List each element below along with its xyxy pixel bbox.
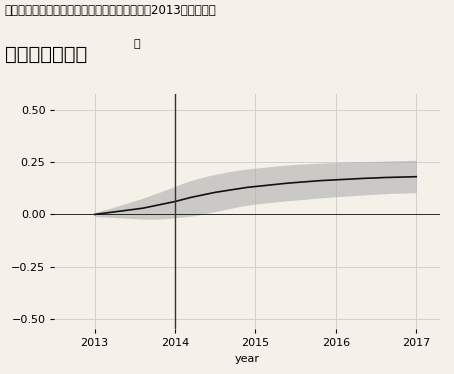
Text: 全てのサンプル: 全てのサンプル: [5, 45, 87, 64]
Text: 図１：政策変更による障がい者雇用率の増減（2013年を基準）: 図１：政策変更による障がい者雇用率の増減（2013年を基準）: [5, 4, 216, 17]
Text: 注: 注: [134, 39, 141, 49]
X-axis label: year: year: [235, 354, 260, 364]
